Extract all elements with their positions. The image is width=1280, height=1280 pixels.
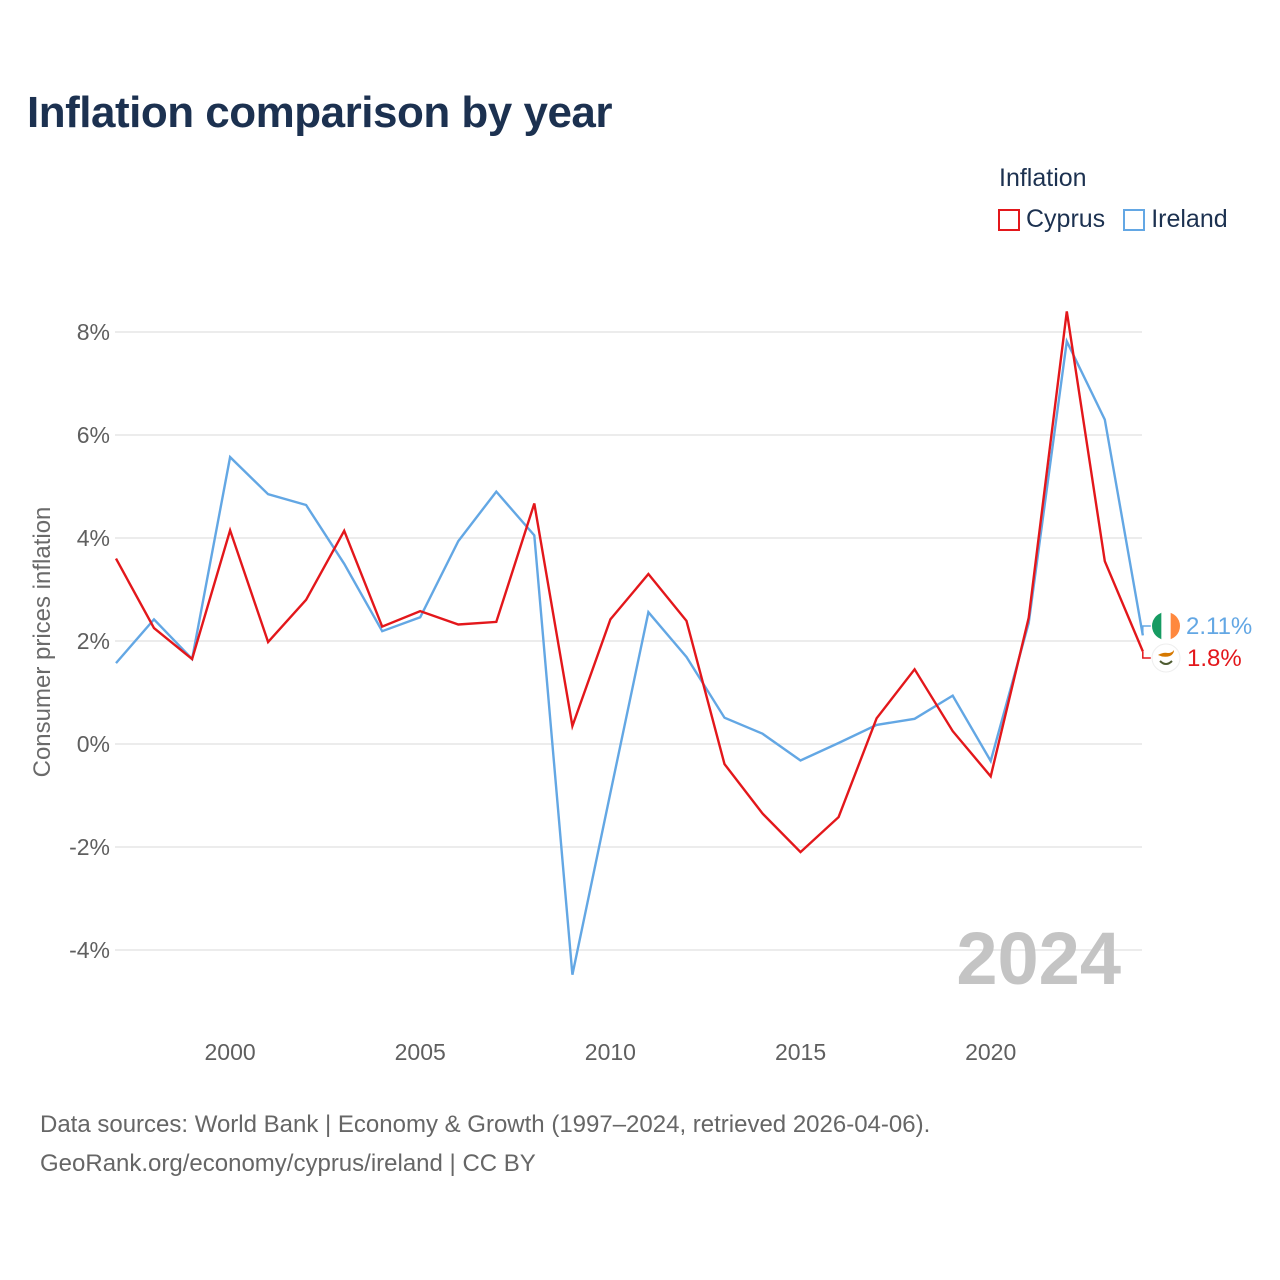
y-tick-label: 2% <box>77 628 110 654</box>
legend-swatch-cyprus <box>998 208 1020 231</box>
legend-swatch-ireland <box>1123 208 1146 231</box>
footer: Data sources: World Bank | Economy & Gro… <box>40 1105 930 1183</box>
y-tick-label: 6% <box>77 422 110 448</box>
cyprus-flag-icon <box>1151 643 1181 673</box>
end-label-cyprus: 1.8% <box>1187 645 1242 672</box>
end-label-ireland: 2.11% <box>1186 613 1252 640</box>
x-tick-label: 2010 <box>585 1039 636 1065</box>
x-tick-label: 2005 <box>395 1039 446 1065</box>
ireland-flag-icon <box>1152 612 1180 640</box>
y-tick-label: 8% <box>77 319 110 345</box>
legend-label-cyprus: Cyprus <box>1026 205 1106 233</box>
x-tick-label: 2020 <box>965 1039 1016 1065</box>
series-line-cyprus[interactable] <box>114 311 1144 854</box>
end-connector-ireland <box>1142 625 1151 636</box>
footer-link[interactable]: GeoRank.org/economy/cyprus/ireland | CC … <box>40 1150 536 1177</box>
y-tick-label: -4% <box>69 937 110 963</box>
y-tick-label: 0% <box>77 731 110 757</box>
end-connector-cyprus <box>1142 651 1151 659</box>
legend-item-cyprus[interactable]: Cyprus <box>998 205 1105 234</box>
y-tick-label: -2% <box>69 834 110 860</box>
legend-title: Inflation <box>999 164 1087 192</box>
year-watermark: 2024 <box>956 917 1121 1000</box>
legend-item-ireland[interactable]: Ireland <box>1123 205 1228 234</box>
series-line-ireland[interactable] <box>115 337 1144 975</box>
chart-title: Inflation comparison by year <box>27 88 613 137</box>
footer-sources: Data sources: World Bank | Economy & Gro… <box>40 1111 931 1138</box>
legend-label-ireland: Ireland <box>1151 205 1228 233</box>
legend: Cyprus Ireland <box>998 205 1228 234</box>
y-tick-label: 4% <box>77 525 110 551</box>
x-tick-label: 2000 <box>205 1039 256 1065</box>
y-axis-label: Consumer prices inflation <box>29 507 56 778</box>
x-tick-label: 2015 <box>775 1039 826 1065</box>
